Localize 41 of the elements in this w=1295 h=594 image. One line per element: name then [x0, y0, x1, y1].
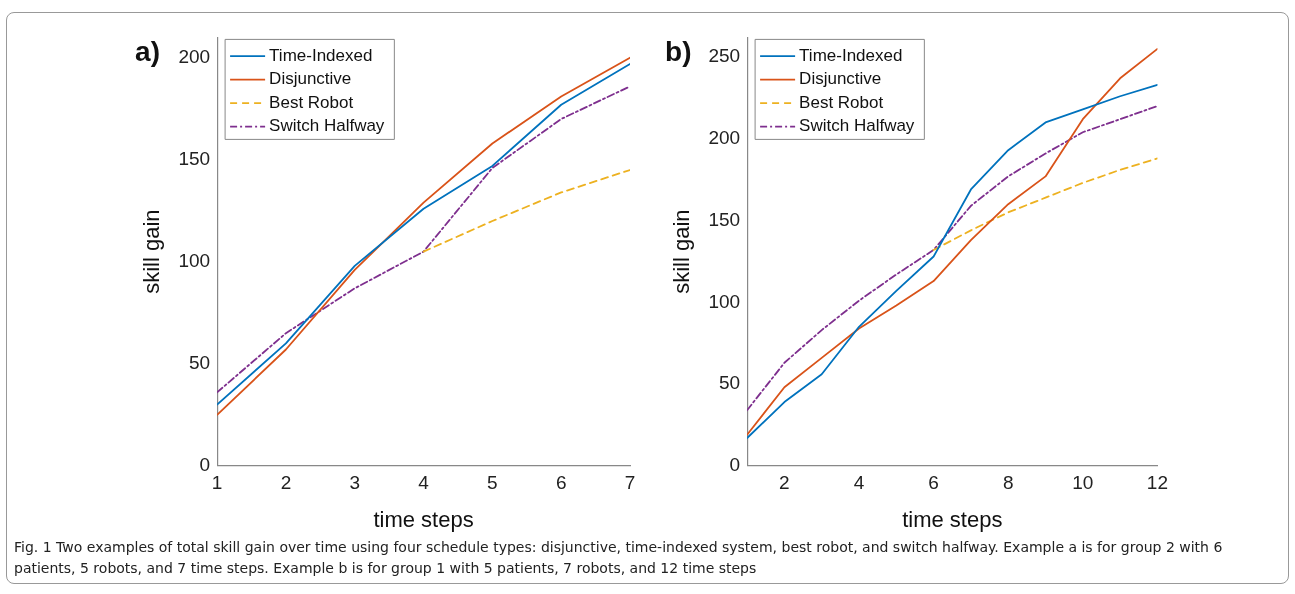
legend-label: Disjunctive [269, 69, 352, 89]
y-tick-label: 250 [708, 45, 741, 67]
caption: Fig. 1 Two examples of total skill gain over time using four schedule types: disjunctive, time-indexed system, best robot, and switch halfway. Example a is for group 2 with 6 patients, 5 robots, and 7 time steps. Example b is for group 1 with 5 patients, 7 robots, and 12 time steps [14, 538, 1224, 578]
x-tick-label: 8 [1002, 472, 1014, 494]
x-tick-label: 12 [1146, 472, 1168, 494]
x-tick-label: 1 [211, 472, 223, 494]
text: a) [135, 36, 161, 68]
x-tick-label: 2 [779, 472, 790, 494]
y-axis-title: skill gain [669, 209, 695, 294]
y-tick-label: 200 [708, 127, 741, 149]
x-tick-label: 3 [349, 472, 361, 494]
y-tick-label: 150 [708, 208, 741, 230]
legend-label: Best Robot [799, 92, 884, 112]
x-tick-label: 4 [418, 472, 430, 494]
y-tick-label: 100 [178, 250, 211, 272]
text: b) [665, 36, 692, 68]
x-tick-label: 6 [928, 472, 939, 494]
y-axis-title: skill gain [139, 209, 165, 294]
legend-label: Best Robot [269, 92, 354, 112]
y-tick-label: 0 [729, 454, 741, 476]
line-series [422, 169, 630, 253]
y-tick-label: 150 [178, 148, 211, 170]
legend-label: Time-Indexed [269, 45, 373, 65]
x-tick-label: 5 [487, 472, 498, 494]
line-series [932, 157, 1158, 251]
legend-label: Switch Halfway [269, 116, 385, 136]
x-tick-label: 10 [1072, 472, 1094, 494]
y-tick-label: 50 [188, 352, 211, 374]
y-tick-label: 50 [718, 372, 741, 394]
legend-label: Switch Halfway [799, 116, 915, 136]
legend-label: Disjunctive [799, 69, 882, 89]
y-tick-label: 200 [178, 46, 211, 68]
y-tick-label: 100 [708, 290, 741, 312]
x-tick-label: 2 [280, 472, 292, 494]
x-axis-title: time steps [902, 506, 1003, 532]
x-axis-title: time steps [373, 506, 474, 532]
x-tick-label: 6 [555, 472, 567, 494]
y-tick-label: 0 [199, 454, 211, 476]
legend-label: Time-Indexed [799, 45, 903, 65]
x-tick-label: 4 [853, 472, 865, 494]
x-tick-label: 7 [624, 472, 636, 494]
